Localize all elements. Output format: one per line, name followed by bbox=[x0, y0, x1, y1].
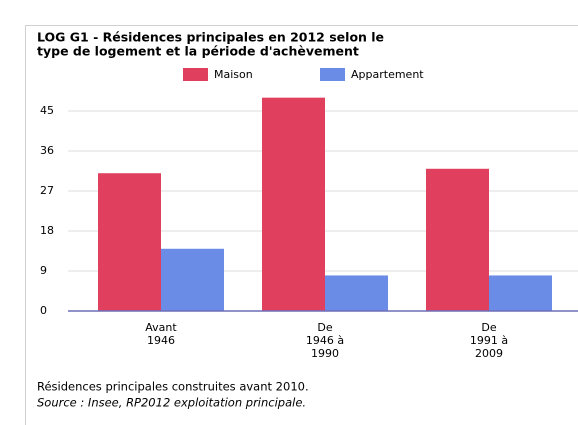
y-tick-label: 18 bbox=[40, 224, 54, 237]
x-tick-label: Avant 1946 bbox=[145, 321, 177, 347]
note: Résidences principales construites avant… bbox=[37, 380, 309, 394]
chart-title: type de logement et la période d'achèvem… bbox=[37, 44, 359, 59]
source: Source : Insee, RP2012 exploitation prin… bbox=[37, 396, 306, 410]
y-tick-label: 27 bbox=[40, 184, 54, 197]
bar bbox=[98, 173, 161, 311]
bar bbox=[161, 248, 224, 311]
chart-frame bbox=[25, 25, 578, 425]
legend-label: Appartement bbox=[351, 68, 424, 81]
legend-swatch bbox=[183, 68, 208, 81]
x-tick-label: De 1946 à 1990 bbox=[306, 321, 344, 360]
x-tick-label: De 1991 à 2009 bbox=[470, 321, 508, 360]
y-tick-label: 9 bbox=[40, 264, 47, 277]
bar bbox=[426, 168, 489, 311]
y-tick-label: 45 bbox=[40, 104, 54, 117]
bar bbox=[489, 275, 552, 311]
legend-label: Maison bbox=[214, 68, 253, 81]
y-tick-label: 36 bbox=[40, 144, 54, 157]
bar bbox=[325, 275, 388, 311]
chart-title: LOG G1 - Résidences principales en 2012 … bbox=[37, 30, 384, 45]
legend-swatch bbox=[320, 68, 345, 81]
y-tick-label: 0 bbox=[40, 304, 47, 317]
bar bbox=[262, 97, 325, 312]
